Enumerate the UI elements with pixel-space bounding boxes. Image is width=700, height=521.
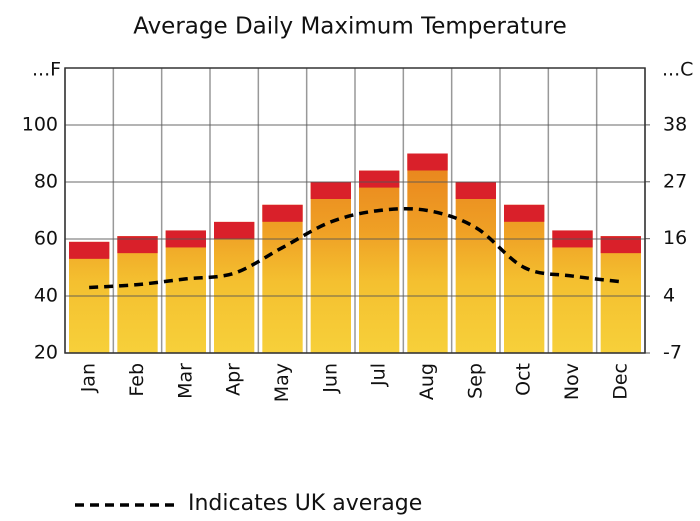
x-tick-label: Mar bbox=[174, 363, 196, 399]
legend-label: Indicates UK average bbox=[188, 491, 422, 516]
bar bbox=[165, 230, 206, 353]
x-tick-label: Nov bbox=[561, 363, 583, 400]
y-tick-label: 20 bbox=[34, 342, 58, 364]
bar bbox=[552, 230, 593, 353]
x-tick-label: Jul bbox=[368, 363, 390, 387]
x-tick-label: Aug bbox=[416, 363, 438, 400]
x-tick-label: May bbox=[271, 363, 293, 402]
bar bbox=[310, 182, 351, 353]
x-tick-label: Sep bbox=[464, 363, 486, 399]
bar-cap bbox=[359, 170, 400, 188]
x-tick-label: Dec bbox=[609, 363, 631, 400]
bar-cap bbox=[69, 241, 110, 259]
bar-cap bbox=[407, 153, 448, 171]
y2-tick-label: 16 bbox=[663, 227, 687, 249]
bar-cap bbox=[600, 236, 641, 254]
bar bbox=[504, 204, 545, 353]
y2-tick-label: -7 bbox=[663, 342, 682, 364]
y-tick-label: 100 bbox=[22, 114, 58, 136]
bar bbox=[69, 241, 110, 353]
bar-cap bbox=[504, 204, 545, 222]
y-tick-label: 60 bbox=[34, 228, 58, 250]
y-tick-label: 80 bbox=[34, 171, 58, 193]
chart-title: Average Daily Maximum Temperature bbox=[133, 14, 567, 40]
bar bbox=[359, 170, 400, 353]
y2-axis-label: ...C bbox=[662, 59, 693, 81]
bar-cap bbox=[455, 182, 496, 199]
x-tick-label: Apr bbox=[223, 363, 245, 396]
bar bbox=[407, 153, 448, 353]
bar bbox=[455, 182, 496, 353]
x-tick-label: Jun bbox=[319, 363, 341, 394]
uk-average-line bbox=[89, 206, 622, 290]
bar bbox=[117, 236, 158, 353]
plot-frame bbox=[64, 67, 646, 354]
y2-tick-label: 38 bbox=[663, 113, 687, 135]
bar bbox=[262, 204, 303, 353]
bar bbox=[214, 221, 255, 353]
x-tick-label: Feb bbox=[126, 363, 148, 397]
bar-cap bbox=[262, 204, 303, 222]
bar-cap bbox=[214, 221, 255, 239]
bar-cap bbox=[310, 182, 351, 199]
y2-tick-label: 4 bbox=[663, 285, 675, 307]
y-axis-label: ...F bbox=[32, 59, 61, 81]
bar-cap bbox=[117, 236, 158, 254]
y2-tick-label: 27 bbox=[663, 170, 687, 192]
bar bbox=[600, 236, 641, 353]
y-tick-label: 40 bbox=[34, 285, 58, 307]
x-tick-label: Jan bbox=[78, 363, 100, 393]
x-tick-label: Oct bbox=[513, 363, 535, 396]
